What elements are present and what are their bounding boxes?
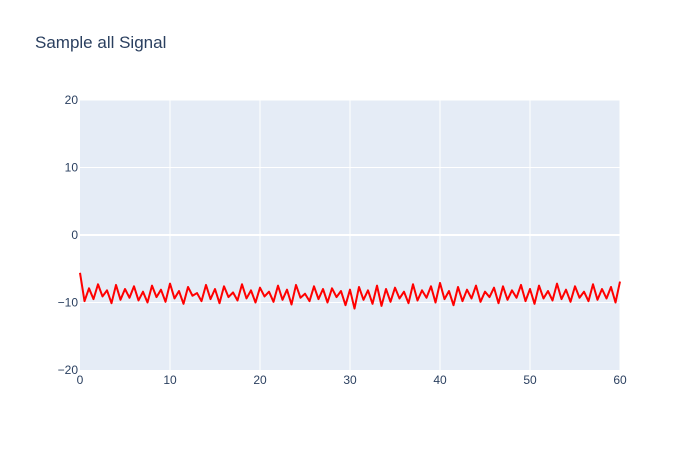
x-tick-label: 20 (253, 373, 267, 387)
chart-title: Sample all Signal (35, 33, 167, 52)
x-tick-label: 60 (613, 373, 627, 387)
x-tick-label: 30 (343, 373, 357, 387)
series-line (79, 272, 621, 310)
x-tick-label: 50 (523, 373, 537, 387)
series-layer (79, 272, 621, 310)
y-tick-label: −10 (58, 296, 79, 310)
y-tick-label: 0 (71, 228, 78, 242)
x-axis-ticks: 0 10 20 30 40 50 60 (77, 373, 627, 387)
y-tick-label: −20 (58, 363, 79, 377)
y-axis-ticks: −20 −10 0 10 20 (58, 93, 79, 377)
x-tick-label: 10 (163, 373, 177, 387)
x-tick-label: 0 (77, 373, 84, 387)
grid-lines (80, 99, 621, 370)
y-tick-label: 20 (65, 93, 79, 107)
x-tick-label: 40 (433, 373, 447, 387)
y-tick-label: 10 (65, 161, 79, 175)
